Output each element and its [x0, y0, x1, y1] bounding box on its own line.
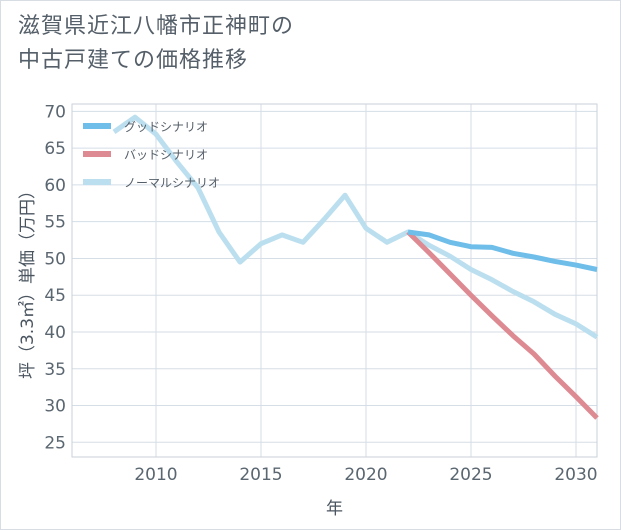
- y-tick-label: 25: [44, 433, 66, 453]
- y-tick-label: 70: [44, 102, 66, 122]
- y-tick-label: 30: [44, 397, 66, 417]
- y-tick-label: 35: [44, 360, 66, 380]
- chart-title: 滋賀県近江八幡市正神町の 中古戸建ての価格推移: [18, 10, 294, 78]
- series-line-2: [112, 114, 599, 340]
- chart-title-line-2: 中古戸建ての価格推移: [18, 48, 249, 73]
- legend-label: グッドシナリオ: [124, 120, 208, 134]
- y-tick-label: 65: [44, 139, 66, 159]
- y-tick-label: 60: [44, 176, 66, 196]
- x-tick-label: 2010: [134, 465, 177, 485]
- x-tick-label: 2025: [449, 465, 492, 485]
- y-tick-label: 45: [44, 286, 66, 306]
- y-tick-label: 55: [44, 213, 66, 233]
- legend-label: バッドシナリオ: [124, 148, 208, 162]
- legend-label: ノーマルシナリオ: [124, 176, 220, 190]
- x-tick-label: 2015: [239, 465, 282, 485]
- y-axis-label: 坪（3.3㎡）単価（万円）: [18, 182, 38, 379]
- chart-title-line-1: 滋賀県近江八幡市正神町の: [18, 14, 295, 39]
- y-tick-label: 40: [44, 323, 66, 343]
- x-tick-label: 2020: [344, 465, 387, 485]
- plot-area: [71, 103, 598, 458]
- series-layer: [112, 114, 599, 420]
- grid: [72, 104, 597, 457]
- x-tick-label: 2030: [554, 465, 597, 485]
- x-axis-label: 年: [326, 499, 343, 519]
- tick-labels: 25 30 35 40 45 50 55 60 65 70 2010 2015 2020 2025 2030: [44, 102, 597, 485]
- y-tick-label: 50: [44, 249, 66, 269]
- series-line-0: [407, 229, 598, 272]
- series-line-1: [406, 230, 599, 420]
